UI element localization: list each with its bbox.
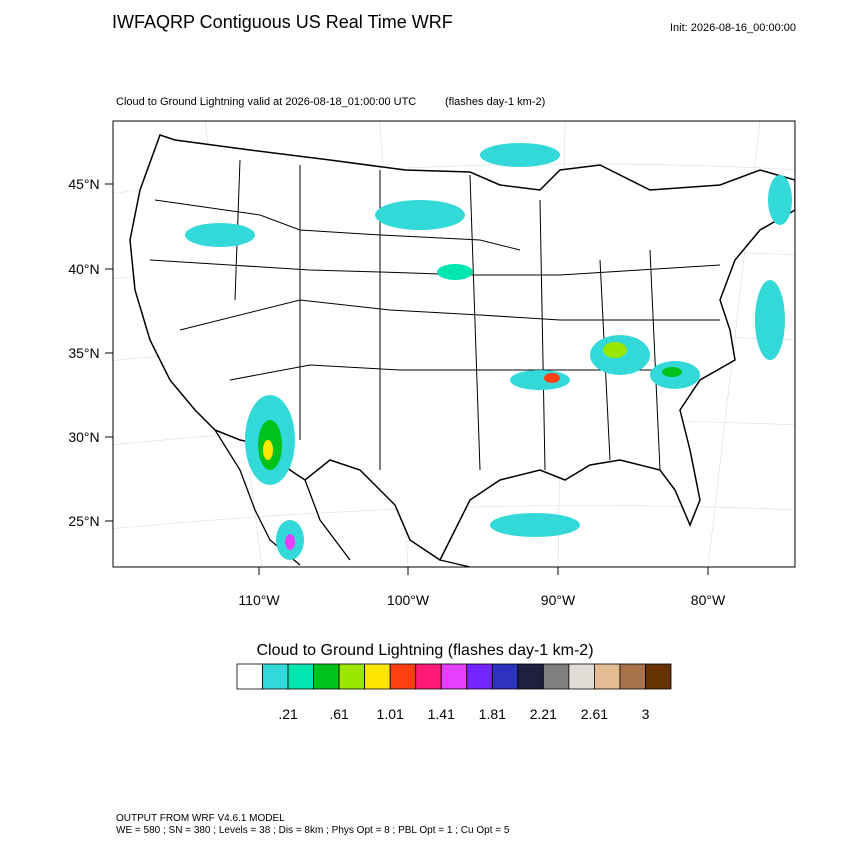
colorbar-label: 1.81 <box>479 706 506 722</box>
colorbar-box <box>236 663 263 690</box>
init-time: Init: 2026-08-16_00:00:00 <box>670 22 796 34</box>
land-outline <box>129 134 795 562</box>
colorbar-label: .61 <box>329 706 349 722</box>
map-subtitle: Cloud to Ground Lightning valid at 2026-… <box>116 96 416 108</box>
colorbar-box <box>491 663 519 690</box>
lon-label: 110°W <box>238 592 280 608</box>
map-units: (flashes day-1 km-2) <box>445 96 545 108</box>
lon-label: 80°W <box>691 592 726 608</box>
footer-line: OUTPUT FROM WRF V4.6.1 MODEL <box>116 813 285 824</box>
colorbar-box <box>645 663 672 690</box>
colorbar-label: 2.21 <box>530 706 557 722</box>
colorbar-box <box>568 663 595 690</box>
lat-label: 45°N <box>68 176 99 192</box>
colorbar-box <box>517 663 544 690</box>
lat-label: 25°N <box>68 513 99 529</box>
colorbar-label: 1.41 <box>428 706 455 722</box>
colorbar-box <box>313 663 340 690</box>
colorbar-box <box>338 663 366 690</box>
colorbar-box <box>262 663 289 690</box>
footer-line: WE = 580 ; SN = 380 ; Levels = 38 ; Dis … <box>116 825 510 836</box>
lat-label: 30°N <box>68 429 99 445</box>
lat-label: 35°N <box>68 345 99 361</box>
colorbar: .21 .61 1.01 1.41 1.81 2.21 2.61 3 <box>236 663 672 722</box>
colorbar-box <box>619 663 646 690</box>
colorbar-label: 2.61 <box>581 706 608 722</box>
lon-label: 90°W <box>541 592 576 608</box>
colorbar-box <box>466 663 493 690</box>
title: IWFAQRP Contiguous US Real Time WRF <box>112 12 453 32</box>
lat-label: 40°N <box>68 261 99 277</box>
colorbar-box <box>364 663 391 690</box>
colorbar-box <box>389 663 417 690</box>
colorbar-label: 3 <box>642 706 650 722</box>
colorbar-label: .21 <box>278 706 298 722</box>
lightning-areas <box>185 143 792 560</box>
colorbar-label: 1.01 <box>377 706 404 722</box>
colorbar-box <box>594 663 621 690</box>
colorbar-box <box>440 663 468 690</box>
map <box>112 120 796 568</box>
colorbar-box <box>415 663 442 690</box>
colorbar-box <box>287 663 314 690</box>
colorbar-box <box>542 663 570 690</box>
map-frame <box>112 120 796 568</box>
colorbar-title: Cloud to Ground Lightning (flashes day-1… <box>256 642 593 659</box>
lon-label: 100°W <box>387 592 430 608</box>
